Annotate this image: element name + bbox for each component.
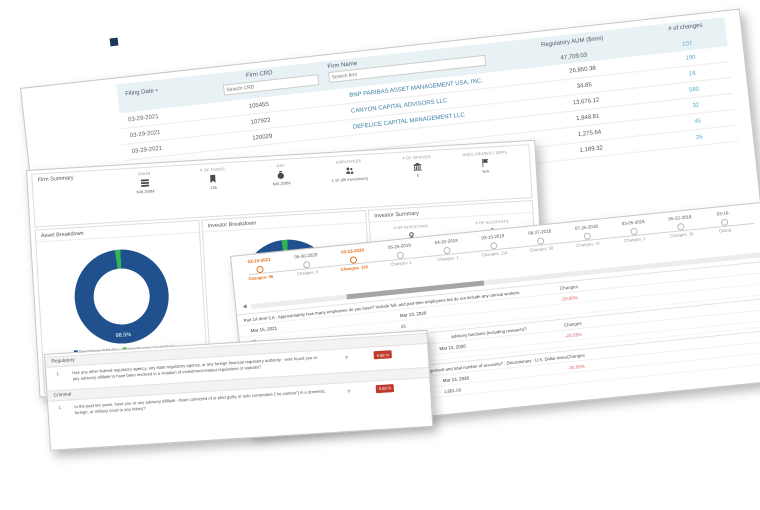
timeline-changes: Changes: 1 xyxy=(623,235,646,244)
timeline-date[interactable]: 06-30-2020 xyxy=(294,252,318,260)
timeline-date[interactable]: 03-15-2019 xyxy=(481,233,505,241)
stat-raum: RAUM $46,208M xyxy=(116,170,173,195)
timeline-item[interactable]: 05-25-2019 Changes: 1 xyxy=(376,241,425,268)
stat-label: DISCLOSURES / DRPS xyxy=(462,150,508,158)
stat-value: N/A xyxy=(482,168,490,174)
stat-label: # OF INVESTORS xyxy=(393,224,428,231)
timeline-dot[interactable] xyxy=(302,260,311,269)
timeline-changes: Changes: 126 xyxy=(340,264,369,272)
timeline-changes: Changes: 31 xyxy=(576,240,601,248)
timeline-item[interactable]: 04-20-2019 Changes: 1 xyxy=(423,237,472,264)
timeline-changes: Changes: 56 xyxy=(248,273,274,282)
changes-count-link[interactable]: 26 xyxy=(695,133,704,141)
stat-value: $46,208M xyxy=(136,188,155,195)
stat-value: $46,208M xyxy=(272,180,291,187)
answer-flag: Y xyxy=(345,354,349,361)
row-number: 1. xyxy=(56,371,61,377)
timeline-changes: Changes: 16 xyxy=(669,231,694,239)
stat-value: 5 xyxy=(416,172,420,178)
timeline-item[interactable]: 06-27-2018 Changes: 58 xyxy=(516,227,565,254)
stat-label: EMPLOYEES xyxy=(335,159,362,165)
firm-summary-title: Firm Summary xyxy=(37,175,74,184)
timeline-date[interactable]: 07-25-2018 xyxy=(574,223,599,231)
answer-flag: Y xyxy=(347,388,351,394)
stat-offices: # OF OFFICES 5 xyxy=(389,154,446,179)
sort-caret-icon[interactable]: ▾ xyxy=(155,87,159,95)
timeline-changes: Changes: 1 xyxy=(390,259,413,267)
timeline-item[interactable]: 03-16- Chang xyxy=(703,209,745,235)
stat-disclosures: DISCLOSURES / DRPS N/A xyxy=(457,150,514,175)
firm-summary-stats: RAUM $46,208M # OF FUNDS 136 GAV xyxy=(116,145,530,195)
stat-label: # OF FUNDS xyxy=(200,167,225,173)
timeline-item[interactable]: 03-15-2021 Changes: 56 xyxy=(235,256,284,283)
timeline-dot[interactable] xyxy=(630,227,638,236)
timeline-changes: Chang xyxy=(718,227,732,234)
stat-employees: EMPLOYEES 1-10 (86 investment) xyxy=(321,158,378,183)
timeline-date[interactable]: 04-20-2019 xyxy=(434,237,458,246)
asset-breakdown-donut-chart[interactable]: 98.5% xyxy=(71,246,171,347)
aum-label: Regulatory AUM ($mm) xyxy=(540,35,604,49)
firm-summary-card: Firm Summary RAUM $46,208M # OF FUNDS 13… xyxy=(31,144,533,228)
timeline-dot[interactable] xyxy=(349,256,358,264)
timeline-dot[interactable] xyxy=(720,218,728,227)
timeline-date[interactable]: 05-25-2019 xyxy=(387,242,412,250)
stat-gav: GAV $46,208M xyxy=(253,162,310,187)
stat-label: # OF ACCOUNTS xyxy=(475,219,509,226)
timeline-item[interactable]: 06-30-2020 Changes: 9 xyxy=(282,251,331,278)
filing-date-label: Filing Date xyxy=(125,88,155,98)
stat-label: GAV xyxy=(276,163,285,169)
timeline-item[interactable]: 03-13-2020 Changes: 126 xyxy=(329,246,378,273)
row-number: 1. xyxy=(58,404,63,410)
timeline-date[interactable]: 03-13-2020 xyxy=(340,247,365,255)
timeline-date[interactable]: 03-16- xyxy=(716,210,730,217)
timeline-item[interactable]: 05-22-2018 Changes: 16 xyxy=(656,213,705,240)
timeline-date[interactable]: 06-27-2018 xyxy=(527,228,552,236)
stat-label: # OF OFFICES xyxy=(402,154,431,161)
timeline-date[interactable]: 03-05-2018 xyxy=(621,218,645,227)
percent-badge: 5.88 % xyxy=(373,350,393,360)
percent-badge: 5.88 % xyxy=(375,383,395,393)
timeline-dot[interactable] xyxy=(536,237,545,245)
timeline-item[interactable]: 07-25-2018 Changes: 31 xyxy=(563,222,612,249)
stat-value: 136 xyxy=(210,184,218,191)
scroll-left-icon[interactable]: ◀ xyxy=(242,303,247,310)
column-header-filing-date[interactable]: Filing Date ▾ xyxy=(117,76,224,99)
stat-funds: # OF FUNDS 136 xyxy=(184,166,241,191)
timeline-dot[interactable] xyxy=(677,222,685,231)
money-bag-icon xyxy=(276,170,287,181)
timeline-item[interactable]: 03-05-2018 Changes: 1 xyxy=(610,218,659,245)
timeline-changes: Changes: 58 xyxy=(529,245,554,253)
timeline-dot[interactable] xyxy=(489,241,498,250)
stat-value: 1-10 (86 investment) xyxy=(331,175,369,183)
changes-label: # of changes xyxy=(667,22,703,33)
timeline-date[interactable]: 03-15-2021 xyxy=(247,256,271,265)
timeline-dot[interactable] xyxy=(256,265,264,274)
donut-percentage-label: 98.5% xyxy=(115,332,132,339)
bookmark-icon xyxy=(208,174,219,185)
stat-label: RAUM xyxy=(138,171,151,177)
timeline-dot[interactable] xyxy=(443,246,451,255)
stack-icon xyxy=(140,178,151,189)
flag-icon xyxy=(480,157,491,168)
timeline-dot[interactable] xyxy=(396,251,405,260)
timeline-changes: Changes: 1 xyxy=(436,254,459,263)
timeline-item[interactable]: 03-15-2019 Changes: 114 xyxy=(469,232,518,259)
timeline-date[interactable]: 05-22-2018 xyxy=(668,214,692,222)
logo-square xyxy=(109,37,119,47)
timeline-dot[interactable] xyxy=(583,232,592,241)
timeline-changes: Changes: 114 xyxy=(481,249,508,258)
bank-icon xyxy=(412,162,423,173)
timeline-changes: Changes: 9 xyxy=(296,269,319,277)
employees-icon xyxy=(344,166,355,177)
